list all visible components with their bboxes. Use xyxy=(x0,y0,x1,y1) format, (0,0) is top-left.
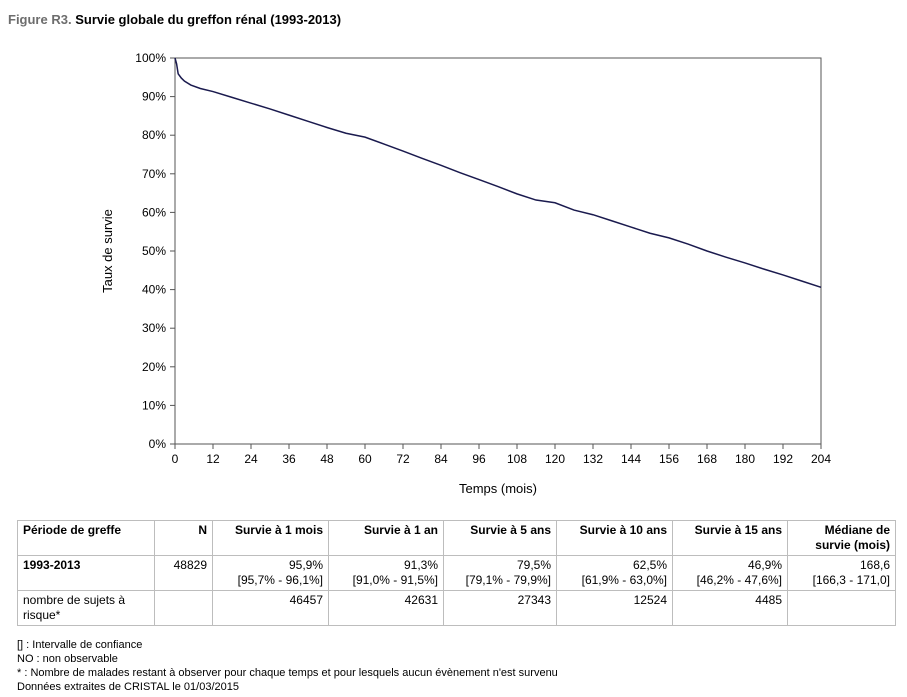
cell-risk-15-ans: 4485 xyxy=(672,590,788,626)
y-tick-label: 50% xyxy=(142,244,166,258)
x-tick-label: 192 xyxy=(773,452,793,466)
cell-risk-n xyxy=(154,590,213,626)
x-tick-label: 36 xyxy=(282,452,296,466)
cell-survie-5-ans: 79,5% [79,1% - 79,9%] xyxy=(443,555,557,591)
x-tick-label: 144 xyxy=(621,452,641,466)
survival-table: Période de greffe N Survie à 1 mois Surv… xyxy=(17,520,896,626)
header-periode: Période de greffe xyxy=(17,520,155,556)
x-tick-label: 108 xyxy=(507,452,527,466)
y-tick-label: 40% xyxy=(142,283,166,297)
x-tick-label: 60 xyxy=(358,452,372,466)
value: 79,5% xyxy=(516,558,551,572)
y-tick-label: 30% xyxy=(142,321,166,335)
x-tick-label: 132 xyxy=(583,452,603,466)
cell-n: 48829 xyxy=(154,555,213,591)
header-n: N xyxy=(154,520,213,556)
confidence-interval: [61,9% - 63,0%] xyxy=(581,573,667,587)
value: 91,3% xyxy=(403,558,438,572)
x-tick-label: 72 xyxy=(396,452,410,466)
cell-period: 1993-2013 xyxy=(17,555,155,591)
cell-risk-label: nombre de sujets à risque* xyxy=(17,590,155,626)
x-tick-label: 84 xyxy=(434,452,448,466)
footnote-risk: * : Nombre de malades restant à observer… xyxy=(17,667,558,679)
survival-curve xyxy=(174,57,822,288)
table-header-row: Période de greffe N Survie à 1 mois Surv… xyxy=(17,520,896,556)
confidence-interval: [91,0% - 91,5%] xyxy=(352,573,438,587)
figure-title: Figure R3. Survie globale du greffon rén… xyxy=(8,12,341,27)
value: 168,6 xyxy=(859,558,890,572)
cell-risk-1-an: 42631 xyxy=(328,590,444,626)
value: 62,5% xyxy=(632,558,667,572)
x-tick-label: 96 xyxy=(472,452,486,466)
confidence-interval: [46,2% - 47,6%] xyxy=(696,573,782,587)
x-tick-label: 168 xyxy=(697,452,717,466)
table-row: 1993-2013 48829 95,9% [95,7% - 96,1%] 91,… xyxy=(17,555,896,591)
value: 95,9% xyxy=(288,558,323,572)
footnote-no: NO : non observable xyxy=(17,653,118,665)
figure-number: Figure R3. xyxy=(8,12,72,27)
table-row: nombre de sujets à risque* 46457 42631 2… xyxy=(17,590,896,626)
cell-survie-15-ans: 46,9% [46,2% - 47,6%] xyxy=(672,555,788,591)
x-tick-label: 12 xyxy=(206,452,220,466)
cell-risk-1-mois: 46457 xyxy=(212,590,329,626)
y-axis: 0% 10% 20% 30% 40% 50% 60% 70% 80% 90% 100% xyxy=(135,51,175,451)
cell-survie-1-mois: 95,9% [95,7% - 96,1%] xyxy=(212,555,329,591)
cell-survie-10-ans: 62,5% [61,9% - 63,0%] xyxy=(556,555,673,591)
cell-risk-10-ans: 12524 xyxy=(556,590,673,626)
y-tick-label: 0% xyxy=(149,437,167,451)
y-tick-label: 20% xyxy=(142,360,166,374)
header-survie-5-ans: Survie à 5 ans xyxy=(443,520,557,556)
survival-chart: 0% 10% 20% 30% 40% 50% 60% 70% 80% 90% 100% 0 12 24 3… xyxy=(100,51,831,496)
header-mediane: Médiane de survie (mois) xyxy=(787,520,896,556)
y-tick-label: 60% xyxy=(142,205,166,219)
x-tick-label: 204 xyxy=(811,452,831,466)
header-survie-1-mois: Survie à 1 mois xyxy=(212,520,329,556)
header-survie-15-ans: Survie à 15 ans xyxy=(672,520,788,556)
confidence-interval: [79,1% - 79,9%] xyxy=(465,573,551,587)
cell-mediane: 168,6 [166,3 - 171,0] xyxy=(787,555,896,591)
y-tick-label: 100% xyxy=(135,51,166,65)
confidence-interval: [95,7% - 96,1%] xyxy=(237,573,323,587)
value: 46,9% xyxy=(747,558,782,572)
cell-survie-1-an: 91,3% [91,0% - 91,5%] xyxy=(328,555,444,591)
x-tick-label: 0 xyxy=(172,452,179,466)
footnote-source: Données extraites de CRISTAL le 01/03/20… xyxy=(17,681,239,693)
y-axis-title: Taux de survie xyxy=(100,209,115,293)
header-survie-1-an: Survie à 1 an xyxy=(328,520,444,556)
figure-title-text: Survie globale du greffon rénal (1993-20… xyxy=(75,12,342,27)
x-tick-label: 156 xyxy=(659,452,679,466)
cell-risk-mediane xyxy=(787,590,896,626)
x-tick-label: 48 xyxy=(320,452,334,466)
y-tick-label: 70% xyxy=(142,167,166,181)
x-tick-label: 120 xyxy=(545,452,565,466)
x-axis-title: Temps (mois) xyxy=(459,481,537,496)
x-tick-label: 24 xyxy=(244,452,258,466)
footnotes: [] : Intervalle de confiance NO : non ob… xyxy=(17,638,558,694)
header-survie-10-ans: Survie à 10 ans xyxy=(556,520,673,556)
plot-area-frame xyxy=(174,57,822,445)
x-axis: 0 12 24 36 48 60 72 84 96 108 120 132 144 156 168 180 19… xyxy=(172,444,831,466)
footnote-ci: [] : Intervalle de confiance xyxy=(17,639,143,651)
y-tick-label: 10% xyxy=(142,398,166,412)
y-tick-label: 90% xyxy=(142,90,166,104)
x-tick-label: 180 xyxy=(735,452,755,466)
confidence-interval: [166,3 - 171,0] xyxy=(812,573,890,587)
cell-risk-5-ans: 27343 xyxy=(443,590,557,626)
y-tick-label: 80% xyxy=(142,128,166,142)
